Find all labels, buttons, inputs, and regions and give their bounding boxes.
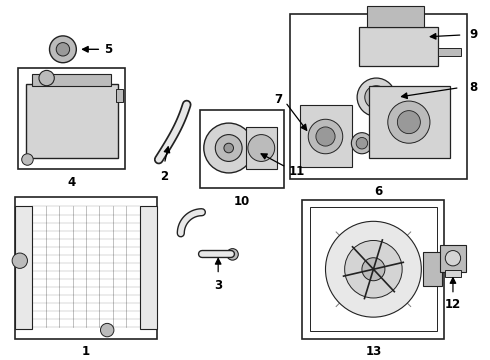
Bar (440, 245, 466, 272)
Text: 4: 4 (68, 176, 75, 189)
Circle shape (49, 36, 76, 63)
Circle shape (308, 119, 343, 154)
Text: 6: 6 (374, 185, 383, 198)
Circle shape (227, 249, 238, 260)
Circle shape (371, 93, 381, 102)
Text: 7: 7 (274, 93, 282, 105)
Circle shape (248, 135, 275, 161)
Text: 3: 3 (214, 279, 222, 292)
Circle shape (22, 154, 33, 165)
Bar (445, 270, 461, 278)
Circle shape (357, 78, 395, 116)
Bar (368, 86, 450, 158)
Bar (32, 74, 111, 86)
Circle shape (351, 133, 372, 154)
Circle shape (100, 323, 114, 337)
Bar (302, 200, 444, 339)
Circle shape (344, 240, 402, 298)
Text: 13: 13 (365, 346, 382, 359)
Circle shape (445, 251, 461, 266)
Circle shape (39, 71, 54, 86)
Circle shape (388, 101, 430, 143)
Text: 2: 2 (160, 170, 169, 183)
Text: 1: 1 (82, 346, 90, 359)
Text: 11: 11 (289, 165, 305, 177)
Bar (367, 6, 424, 27)
Circle shape (316, 127, 335, 146)
Bar (310, 207, 437, 331)
Bar (116, 89, 123, 102)
Bar (246, 127, 277, 169)
Text: 10: 10 (234, 195, 250, 208)
Circle shape (325, 221, 421, 317)
Bar (25, 84, 118, 158)
Circle shape (365, 86, 388, 109)
Bar (18, 68, 125, 169)
Circle shape (204, 123, 254, 173)
Text: 8: 8 (469, 81, 477, 94)
Circle shape (397, 111, 420, 134)
Circle shape (215, 135, 242, 161)
Circle shape (362, 258, 385, 281)
Bar (290, 14, 467, 179)
Bar (200, 110, 284, 188)
Bar (140, 207, 157, 329)
Bar (359, 27, 438, 66)
Circle shape (12, 253, 27, 268)
Text: 12: 12 (445, 298, 461, 311)
Bar (423, 252, 442, 287)
Bar (438, 48, 461, 56)
Bar (15, 207, 32, 329)
Bar (15, 197, 157, 339)
Circle shape (224, 143, 234, 153)
Text: 9: 9 (469, 28, 477, 41)
Text: 5: 5 (104, 43, 112, 56)
Circle shape (356, 138, 368, 149)
Circle shape (56, 42, 70, 56)
Bar (299, 105, 352, 167)
